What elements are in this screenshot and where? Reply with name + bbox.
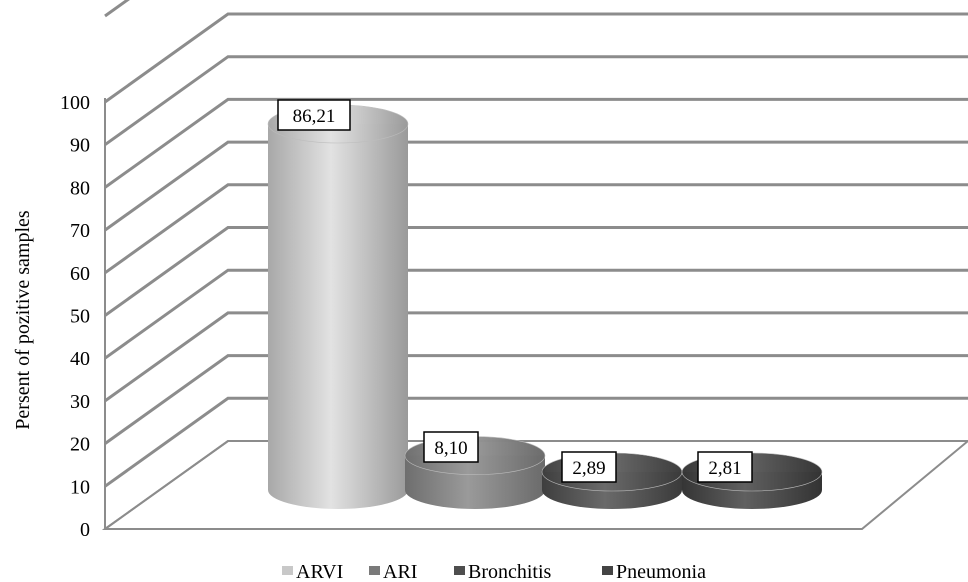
y-tick-label: 40 bbox=[70, 348, 90, 370]
data-label: 2,81 bbox=[697, 451, 753, 483]
y-tick-label: 100 bbox=[60, 92, 90, 114]
y-tick-label: 0 bbox=[80, 519, 90, 541]
gridline bbox=[104, 55, 968, 146]
legend-swatch bbox=[282, 566, 293, 575]
legend-label: ARI bbox=[383, 561, 417, 582]
data-labels: 86,21 8,10 2,89 2,81 bbox=[277, 99, 753, 483]
y-axis-ticks: 0 10 20 30 40 50 60 70 80 90 100 bbox=[60, 92, 90, 541]
data-label-text: 86,21 bbox=[293, 106, 336, 127]
legend-item-pneumonia: Pneumonia bbox=[602, 561, 706, 582]
y-tick-label: 50 bbox=[70, 306, 90, 328]
legend-label: Pneumonia bbox=[616, 561, 706, 582]
legend-swatch bbox=[369, 566, 380, 575]
gridline bbox=[104, 354, 968, 445]
data-label: 2,89 bbox=[561, 451, 617, 483]
gridline bbox=[104, 226, 968, 317]
bar-arvi bbox=[267, 104, 409, 509]
y-tick-label: 20 bbox=[70, 434, 90, 456]
gridline bbox=[104, 183, 968, 275]
legend-swatch bbox=[602, 566, 613, 575]
y-tick-label: 10 bbox=[70, 476, 90, 498]
data-label-text: 2,81 bbox=[708, 458, 741, 479]
y-tick-label: 70 bbox=[70, 220, 90, 242]
gridline bbox=[104, 140, 968, 232]
legend-item-arvi: ARVI bbox=[282, 561, 343, 582]
gridline bbox=[104, 396, 968, 488]
y-tick-label: 90 bbox=[70, 135, 90, 157]
bars bbox=[267, 104, 823, 509]
data-label-text: 8,10 bbox=[434, 438, 467, 459]
y-axis-title: Persent of pozitive samples bbox=[12, 210, 34, 430]
gridline bbox=[104, 311, 968, 403]
gridline bbox=[104, 268, 968, 360]
legend: ARVI ARI Bronchitis Pneumonia bbox=[282, 561, 706, 582]
gridlines bbox=[104, 0, 968, 530]
data-label: 86,21 bbox=[277, 99, 351, 131]
data-label: 8,10 bbox=[423, 431, 479, 463]
legend-item-bronchitis: Bronchitis bbox=[454, 561, 552, 582]
legend-label: ARVI bbox=[296, 561, 343, 582]
legend-swatch bbox=[454, 566, 465, 575]
legend-label: Bronchitis bbox=[468, 561, 552, 582]
gridline bbox=[104, 97, 968, 189]
gridline bbox=[104, 440, 968, 530]
gridline bbox=[104, 12, 968, 104]
bar-body bbox=[268, 124, 408, 509]
y-tick-label: 80 bbox=[70, 177, 90, 199]
data-label-text: 2,89 bbox=[572, 458, 605, 479]
y-tick-label: 30 bbox=[70, 391, 90, 413]
legend-item-ari: ARI bbox=[369, 561, 417, 582]
y-tick-label: 60 bbox=[70, 263, 90, 285]
